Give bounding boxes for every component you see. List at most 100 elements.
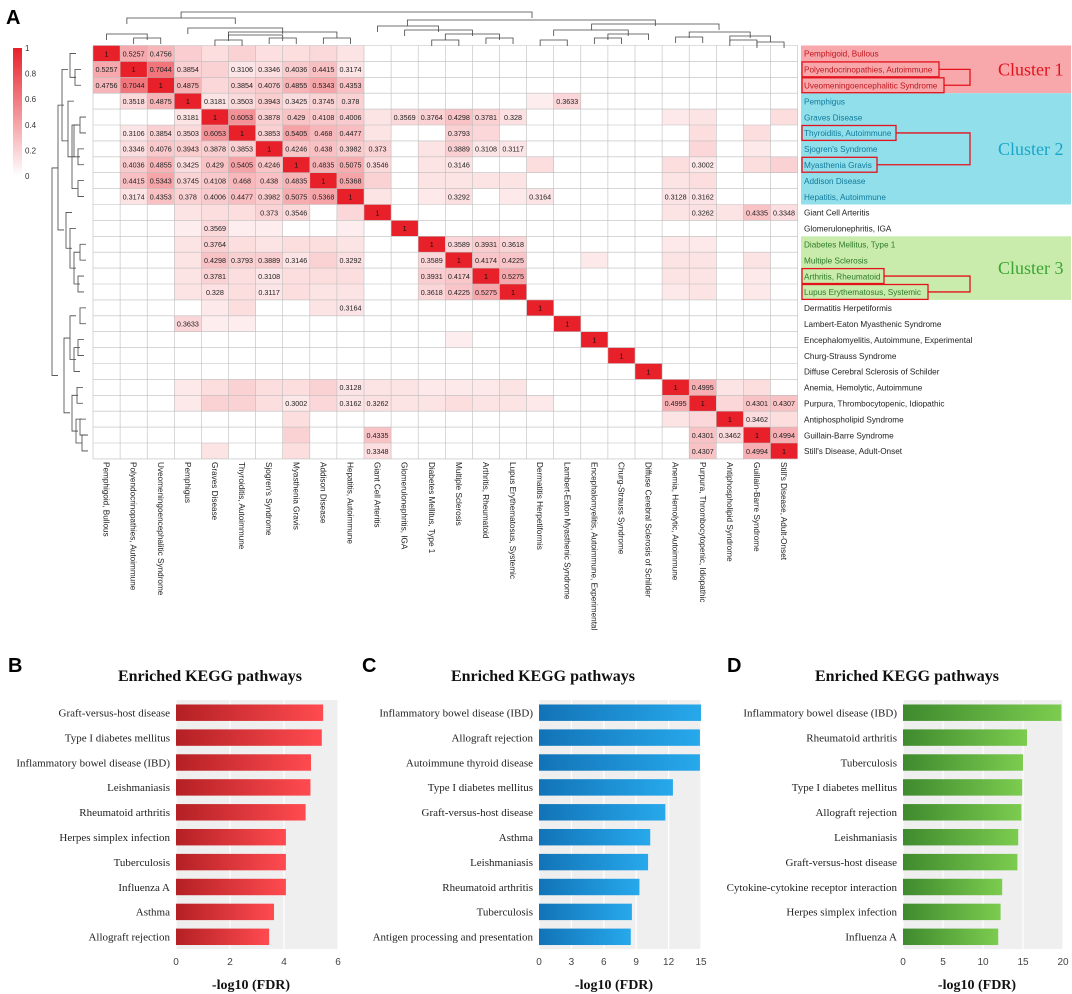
heatmap-row-label: Purpura, Thrombocytopenic, Idiopathic [804,399,944,408]
heatmap-value-label: 0.4246 [285,145,307,154]
heatmap-cell [689,125,717,141]
heatmap-cell [147,45,175,62]
category-label: Autoimmune thyroid disease [406,757,533,769]
heatmap-cell [472,140,500,157]
x-axis-label: -log10 (FDR) [575,978,653,993]
heatmap-cell [662,172,690,189]
heatmap-column-label: Graves Disease [210,462,219,521]
heatmap-cell [770,109,798,125]
heatmap-value-label: 0.4756 [150,49,172,58]
heatmap-cell [499,172,527,189]
heatmap-cell [689,172,717,189]
heatmap-cell [662,268,690,284]
heatmap-value-label: 0.4477 [231,192,253,201]
heatmap-value-label: 0.3462 [719,431,741,440]
heatmap-row-label: Guillain-Barre Syndrome [804,431,894,440]
heatmap-value-label: 0.3174 [339,65,361,74]
row-dendrogram-branch [65,212,72,249]
heatmap-cell [201,315,229,332]
bar [903,754,1023,771]
heatmap-cell [93,77,121,94]
heatmap-diagonal-cell [445,252,473,269]
heatmap-value-label: 0.7044 [150,65,172,74]
heatmap-value-label: 0.4875 [150,97,172,106]
heatmap-cell [201,77,229,94]
heatmap-cell [336,395,364,412]
heatmap-cell [228,45,256,62]
heatmap-value-label: 0.3764 [421,113,443,122]
heatmap-diagonal-cell [743,427,771,443]
heatmap-cell [743,284,771,300]
heatmap-value-label: 0.3546 [367,161,389,170]
heatmap-diagonal-cell [472,268,500,284]
x-axis-label: -log10 (FDR) [212,978,290,993]
heatmap-diagonal-cell [120,61,148,78]
category-label: Leishmaniasis [107,782,170,794]
heatmap-diagonal-cell [635,363,663,380]
heatmap-column-label: Sjogren's Syndrome [264,462,273,536]
row-dendrogram-branch [77,180,84,197]
category-label: Inflammatory bowel disease (IBD) [743,707,897,719]
row-dendrogram-branch [79,243,86,261]
heatmap-cell [364,172,392,189]
heatmap-diagonal-label: 1 [159,81,163,90]
row-dendrogram-branch [71,394,78,432]
x-tick-label: 10 [977,957,989,968]
heatmap-value-label: 0.3108 [475,145,497,154]
heatmap-cell [526,188,554,205]
bar [903,903,1001,921]
heatmap-value-label: 0.3162 [339,399,361,408]
heatmap-cell [174,188,202,205]
heatmap-value-label: 0.4301 [692,431,714,440]
heatmap-cell [499,236,527,253]
heatmap-value-label: 0.4335 [746,208,768,217]
heatmap-diagonal-label: 1 [105,49,109,58]
heatmap-cell [336,379,364,396]
heatmap-value-label: 0.4006 [204,192,226,201]
heatmap-cell [282,188,310,205]
heatmap-diagonal-cell [309,172,337,189]
heatmap-cell [689,252,717,269]
heatmap-cell [499,268,527,284]
heatmap-cell [201,45,229,62]
heatmap-value-label: 0.5343 [312,81,334,90]
heatmap-diagonal-label: 1 [376,208,380,217]
cluster-2-band [801,93,1071,205]
heatmap-cell [499,252,527,269]
heatmap-cell [282,395,310,412]
heatmap-cell [228,172,256,189]
heatmap-value-label: 0.3002 [285,399,307,408]
heatmap-diagonal-cell [93,45,121,62]
heatmap-cell [201,125,229,141]
row-dendrogram-branch [67,100,74,158]
bar [903,729,1027,746]
heatmap-value-label: 0.3781 [475,113,497,122]
row-dendrogram-branch [69,53,76,78]
heatmap-cell [364,140,392,157]
heatmap-cell [147,61,175,78]
heatmap-value-label: 0.4307 [773,399,795,408]
heatmap-cell [336,45,364,62]
heatmap-cell [282,109,310,125]
heatmap-cell [201,188,229,205]
heatmap-cell [120,156,148,173]
row-dendrogram-branch [79,307,86,325]
heatmap-value-label: 0.5368 [312,192,334,201]
x-tick-label: 6 [601,957,607,968]
heatmap-diagonal-label: 1 [484,272,488,281]
heatmap-cell [662,395,690,412]
heatmap-value-label: 0.3633 [177,320,199,329]
heatmap-value-label: 0.3793 [448,129,470,138]
heatmap-cell [255,236,283,253]
heatmap-cell [662,109,690,125]
heatmap-value-label: 0.3633 [556,97,578,106]
heatmap-diagonal-label: 1 [457,256,461,265]
heatmap-value-label: 0.5343 [150,176,172,185]
heatmap-value-label: 0.3854 [150,129,172,138]
heatmap-column-label: Purpura, Thrombocytopenic, Idiopathic [698,462,707,602]
heatmap-value-label: 0.4994 [773,431,795,440]
heatmap-value-label: 0.3943 [177,145,199,154]
heatmap-cell [418,379,446,396]
heatmap-column-label: Encephalomyelitis, Autoimmune, Experimen… [589,462,598,631]
heatmap-cell [282,125,310,141]
